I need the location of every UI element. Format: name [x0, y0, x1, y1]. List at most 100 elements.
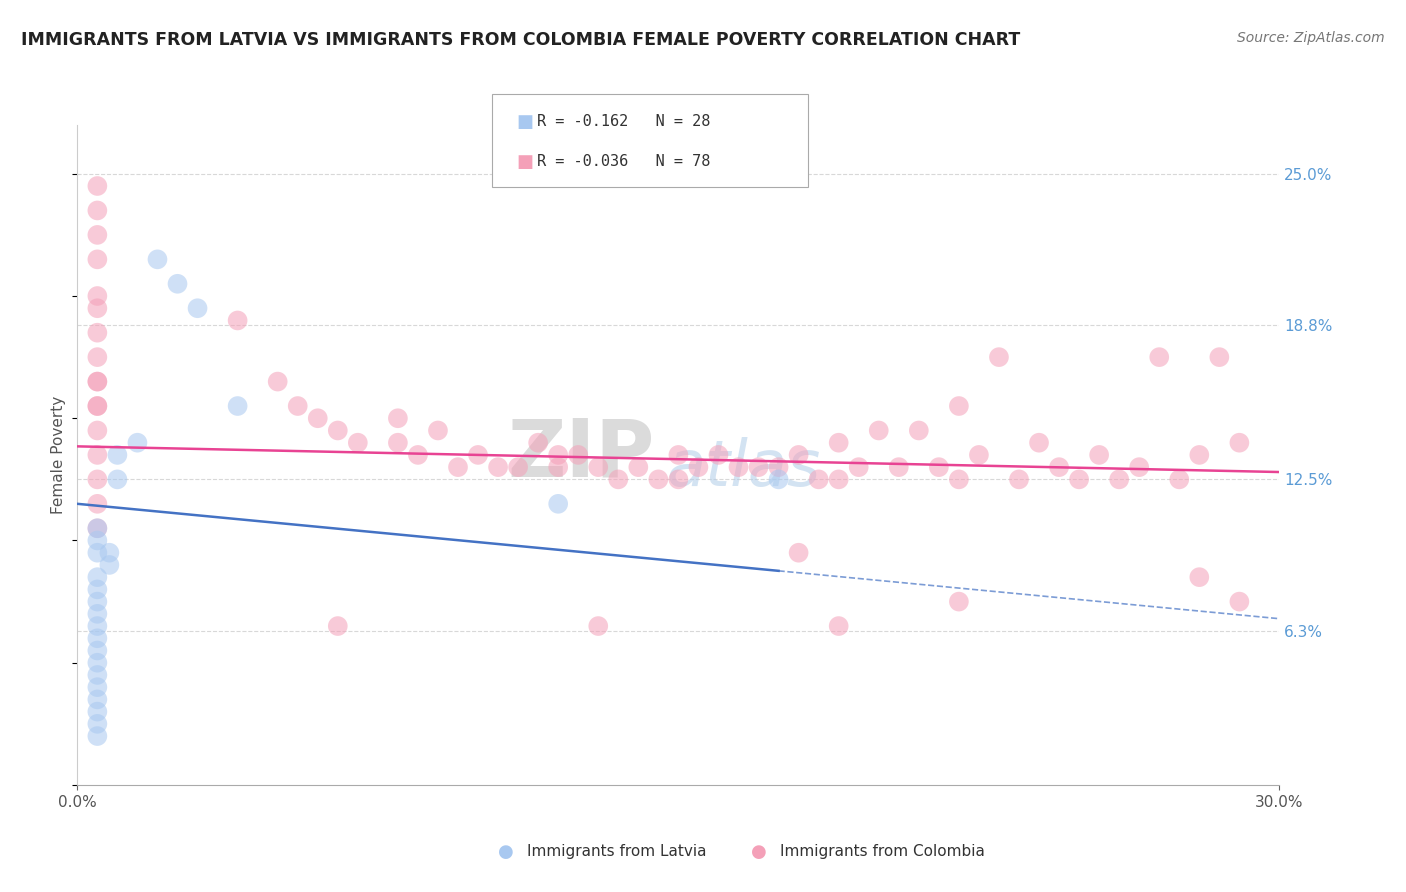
Point — [868, 424, 890, 438]
Point — [707, 448, 730, 462]
Point — [1229, 594, 1251, 608]
Point — [86, 729, 108, 743]
Point — [588, 460, 610, 475]
Point — [427, 424, 450, 438]
Point — [967, 448, 990, 462]
Point — [166, 277, 188, 291]
Text: R = -0.162   N = 28: R = -0.162 N = 28 — [537, 114, 710, 129]
Text: ●: ● — [498, 843, 515, 861]
Point — [768, 460, 790, 475]
Point — [86, 399, 108, 413]
Point — [226, 313, 249, 327]
Point — [86, 472, 108, 486]
Text: ZIP: ZIP — [508, 416, 654, 494]
Point — [1047, 460, 1070, 475]
Point — [1108, 472, 1130, 486]
Point — [86, 350, 108, 364]
Point — [86, 607, 108, 621]
Point — [467, 448, 489, 462]
Point — [1088, 448, 1111, 462]
Point — [627, 460, 650, 475]
Point — [86, 692, 108, 706]
Point — [807, 472, 830, 486]
Text: ■: ■ — [516, 113, 533, 131]
Point — [86, 632, 108, 646]
Point — [1229, 435, 1251, 450]
Point — [547, 460, 569, 475]
Point — [86, 497, 108, 511]
Point — [347, 435, 370, 450]
Point — [887, 460, 910, 475]
Point — [86, 716, 108, 731]
Point — [107, 448, 129, 462]
Point — [668, 448, 690, 462]
Point — [828, 472, 851, 486]
Point — [86, 521, 108, 535]
Point — [486, 460, 509, 475]
Point — [508, 460, 530, 475]
Point — [86, 680, 108, 694]
Point — [787, 546, 810, 560]
Point — [307, 411, 329, 425]
Point — [828, 435, 851, 450]
Point — [787, 448, 810, 462]
Point — [688, 460, 710, 475]
Point — [1208, 350, 1230, 364]
Point — [326, 424, 349, 438]
Text: atlas: atlas — [666, 437, 821, 500]
Text: Immigrants from Colombia: Immigrants from Colombia — [780, 845, 986, 859]
Point — [1188, 448, 1211, 462]
Point — [948, 472, 970, 486]
Point — [187, 301, 209, 316]
Point — [86, 375, 108, 389]
Point — [406, 448, 429, 462]
Point — [1168, 472, 1191, 486]
Point — [567, 448, 589, 462]
Point — [988, 350, 1011, 364]
Text: R = -0.036   N = 78: R = -0.036 N = 78 — [537, 154, 710, 169]
Point — [547, 497, 569, 511]
Y-axis label: Female Poverty: Female Poverty — [51, 396, 66, 514]
Point — [326, 619, 349, 633]
Point — [547, 448, 569, 462]
Point — [647, 472, 669, 486]
Point — [86, 533, 108, 548]
Point — [86, 203, 108, 218]
Text: IMMIGRANTS FROM LATVIA VS IMMIGRANTS FROM COLOMBIA FEMALE POVERTY CORRELATION CH: IMMIGRANTS FROM LATVIA VS IMMIGRANTS FRO… — [21, 31, 1021, 49]
Point — [86, 656, 108, 670]
Point — [86, 227, 108, 242]
Point — [908, 424, 931, 438]
Point — [447, 460, 470, 475]
Point — [86, 546, 108, 560]
Point — [1028, 435, 1050, 450]
Point — [727, 460, 749, 475]
Point — [287, 399, 309, 413]
Point — [86, 448, 108, 462]
Text: ●: ● — [751, 843, 768, 861]
Text: ■: ■ — [516, 153, 533, 170]
Point — [86, 582, 108, 597]
Point — [86, 521, 108, 535]
Point — [928, 460, 950, 475]
Point — [588, 619, 610, 633]
Point — [1128, 460, 1150, 475]
Point — [98, 558, 121, 572]
Point — [848, 460, 870, 475]
Point — [768, 472, 790, 486]
Point — [86, 570, 108, 584]
Point — [748, 460, 770, 475]
Point — [226, 399, 249, 413]
Point — [86, 179, 108, 194]
Point — [527, 435, 550, 450]
Point — [948, 594, 970, 608]
Point — [607, 472, 630, 486]
Point — [1188, 570, 1211, 584]
Point — [86, 619, 108, 633]
Text: Immigrants from Latvia: Immigrants from Latvia — [527, 845, 707, 859]
Point — [387, 435, 409, 450]
Point — [146, 252, 169, 267]
Point — [86, 668, 108, 682]
Point — [828, 619, 851, 633]
Point — [86, 289, 108, 303]
Point — [668, 472, 690, 486]
